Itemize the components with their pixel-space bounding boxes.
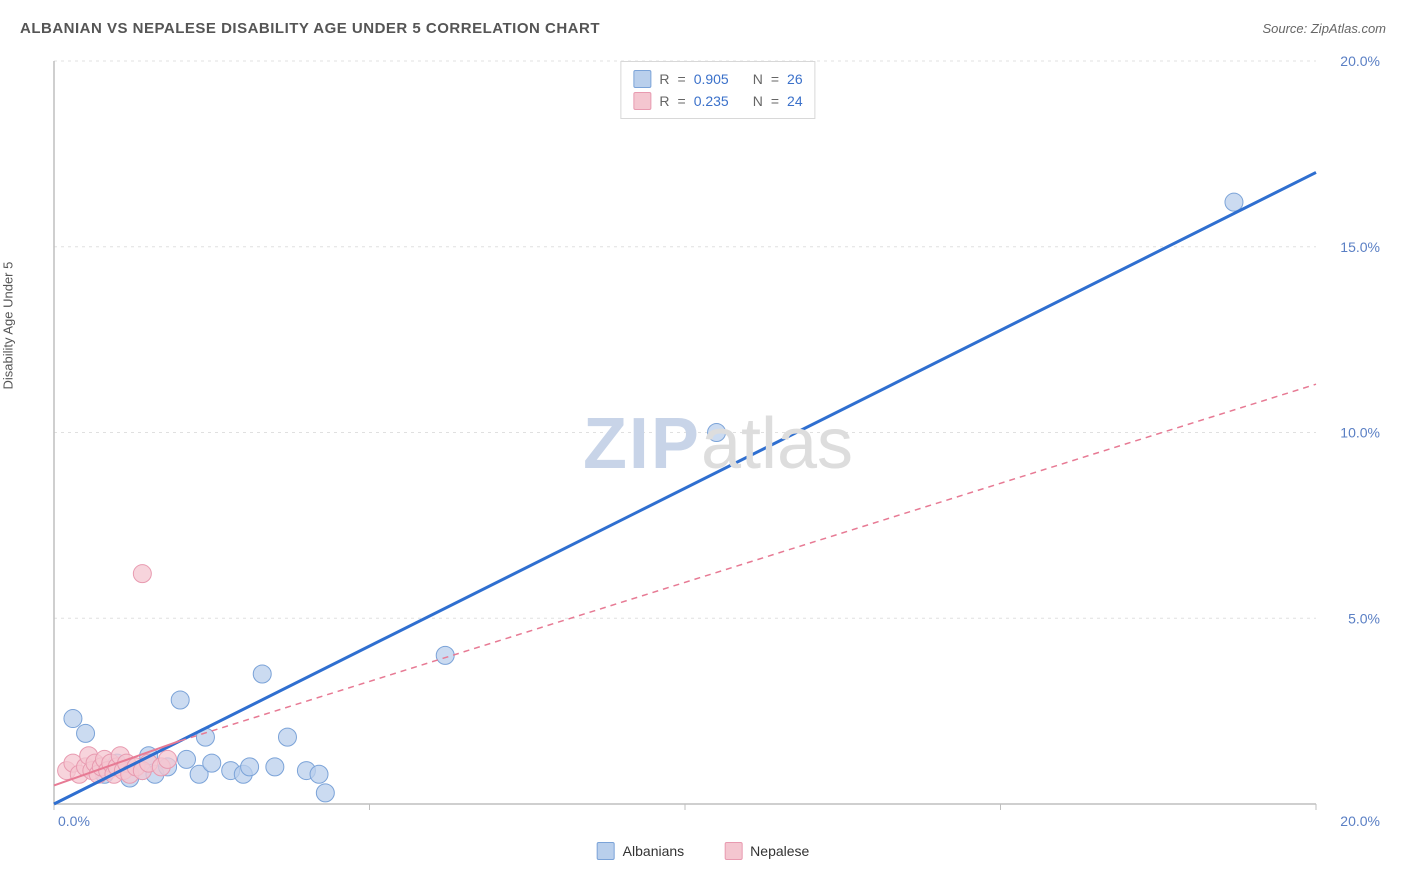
legend-r-value: 0.905 <box>694 71 729 87</box>
svg-text:20.0%: 20.0% <box>1340 813 1380 829</box>
legend-eq: = <box>678 71 686 87</box>
series-legend: Albanians Nepalese <box>597 842 810 860</box>
series-legend-label: Nepalese <box>750 843 809 859</box>
svg-text:10.0%: 10.0% <box>1340 425 1380 441</box>
legend-r-label: R <box>659 71 669 87</box>
svg-text:15.0%: 15.0% <box>1340 239 1380 255</box>
legend-eq: = <box>771 71 779 87</box>
correlation-legend-row: R = 0.235 N = 24 <box>633 90 802 112</box>
legend-eq: = <box>771 93 779 109</box>
svg-text:20.0%: 20.0% <box>1340 55 1380 69</box>
legend-r-value: 0.235 <box>694 93 729 109</box>
legend-swatch <box>724 842 742 860</box>
y-axis-label: Disability Age Under 5 <box>1 262 16 390</box>
correlation-legend-row: R = 0.905 N = 26 <box>633 68 802 90</box>
legend-swatch <box>633 92 651 110</box>
legend-swatch <box>597 842 615 860</box>
legend-swatch <box>633 70 651 88</box>
chart-title: ALBANIAN VS NEPALESE DISABILITY AGE UNDE… <box>20 20 600 37</box>
series-legend-item: Albanians <box>597 842 685 860</box>
scatter-plot-svg: 5.0% 10.0% 15.0% 20.0% 0.0% 20.0% <box>50 55 1386 832</box>
svg-text:5.0%: 5.0% <box>1348 610 1380 626</box>
legend-n-value: 24 <box>787 93 803 109</box>
correlation-legend: R = 0.905 N = 26 R = 0.235 N = 24 <box>620 61 815 119</box>
chart-header: ALBANIAN VS NEPALESE DISABILITY AGE UNDE… <box>20 20 1386 37</box>
legend-eq: = <box>678 93 686 109</box>
legend-r-label: R <box>659 93 669 109</box>
legend-n-label: N <box>753 71 763 87</box>
legend-n-label: N <box>753 93 763 109</box>
legend-n-value: 26 <box>787 71 803 87</box>
series-legend-label: Albanians <box>623 843 685 859</box>
series-legend-item: Nepalese <box>724 842 809 860</box>
chart-plot-area: 5.0%10.0%15.0%20.0%0.0%20.0% ZIPatlas R=… <box>50 55 1386 832</box>
svg-text:0.0%: 0.0% <box>58 813 90 829</box>
chart-source: Source: ZipAtlas.com <box>1262 21 1386 36</box>
